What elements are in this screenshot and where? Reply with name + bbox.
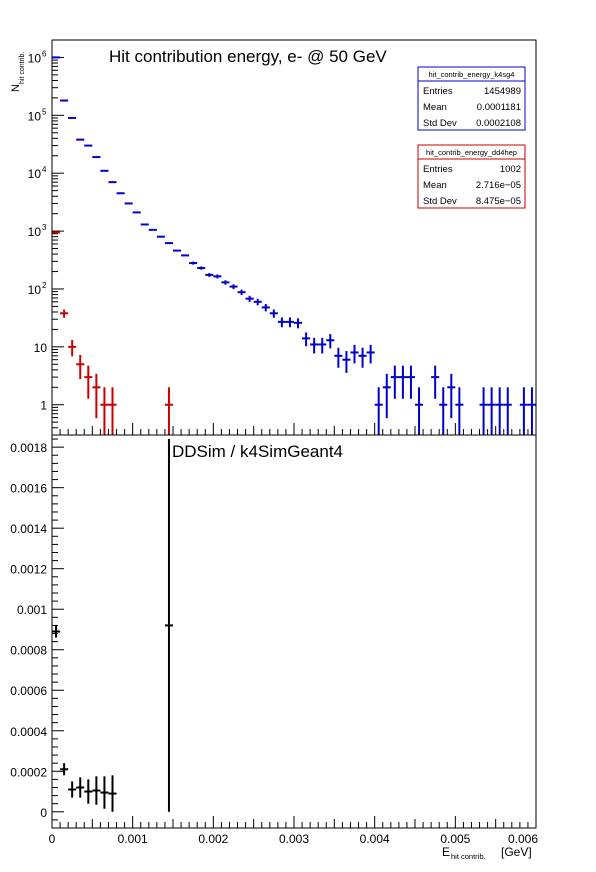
bottom-x-tick-label: 0 [49, 832, 56, 846]
bottom-title: DDSim / k4SimGeant4 [172, 442, 343, 461]
top-y-tick-label: 10 [28, 283, 42, 297]
stats-box-k4sg4-stddev-value: 0.0002108 [476, 118, 521, 129]
stats-box-k4sg4-mean-value: 0.0001181 [477, 102, 521, 113]
stats-box-dd4hep-stddev-value: 8.475e−05 [476, 196, 521, 207]
stats-box-dd4hep-entries-value: 1002 [500, 164, 521, 175]
stats-box-k4sg4-border [417, 66, 526, 131]
bottom-x-tick-label: 0.003 [279, 832, 309, 846]
stats-box-dd4hep-mean-label: Mean [423, 180, 447, 191]
bottom-frame [51, 434, 537, 829]
top-y-tick-exponent: 4 [42, 165, 47, 174]
top-y-tick-exponent: 2 [42, 281, 47, 290]
bottom-x-axis-label-unit: [GeV] [501, 845, 532, 859]
bottom-x-tick-labels: 0 0.001 0.002 0.003 0.004 0.005 0.006 [49, 832, 539, 846]
bottom-y-tick-label: 0.0008 [10, 644, 47, 658]
top-y-axis-label: N hit contrib. [10, 52, 26, 92]
series-hit_contrib_energy_dd4hep [52, 231, 173, 435]
stats-box-dd4hep-mean-value: 2.716e−05 [476, 180, 521, 191]
series-ratio [52, 439, 173, 812]
stats-box-dd4hep-title: hit_contrib_energy_dd4hep [426, 148, 517, 157]
bottom-y-tick-label: 0.0006 [10, 684, 47, 698]
bottom-y-tick-labels: 0 0.0002 0.0004 0.0006 0.0008 0.001 0.0012 0.00… [10, 441, 47, 820]
top-y-tick-exponent: 3 [42, 223, 47, 232]
bottom-x-tick-label: 0.004 [360, 832, 390, 846]
stats-box-k4sg4-stddev-label: Std Dev [423, 118, 457, 129]
top-y-tick-label: 10 [28, 225, 42, 239]
bottom-x-tick-label: 0.002 [198, 832, 228, 846]
bottom-x-axis-label-main: E [442, 845, 450, 859]
stats-box-k4sg4-mean-label: Mean [423, 102, 447, 113]
bottom-y-tick-label: 0.0002 [10, 765, 47, 779]
top-y-tick-label: 10 [34, 341, 48, 355]
bottom-x-tick-label: 0.006 [508, 832, 538, 846]
series-hit_contrib_energy_k4sg4 [52, 56, 536, 435]
bottom-x-tick-label: 0.001 [118, 832, 148, 846]
top-histogram-series [52, 56, 536, 435]
stats-box-dd4hep: hit_contrib_energy_dd4hep Entries 1002 M… [417, 144, 526, 209]
top-y-tick-label: 10 [28, 167, 42, 181]
top-y-tick-exponent: 5 [42, 107, 47, 116]
top-title: Hit contribution energy, e- @ 50 GeV [109, 47, 387, 66]
bottom-x-axis-label-sub: hit contrib. [451, 852, 486, 861]
bottom-ratio-series [52, 439, 173, 812]
bottom-y-tick-label: 0 [40, 806, 47, 820]
bottom-axis-ticks [51, 438, 537, 829]
top-y-tick-exponent: 6 [42, 49, 47, 58]
bottom-x-tick-label: 0.005 [440, 832, 470, 846]
bottom-y-tick-label: 0.001 [17, 603, 47, 617]
top-y-axis-label-sub: hit contrib. [19, 52, 26, 84]
top-y-axis-label-main: N [10, 84, 22, 92]
stats-box-dd4hep-border [417, 144, 526, 209]
stats-box-dd4hep-stddev-label: Std Dev [423, 196, 457, 207]
bottom-y-tick-label: 0.0004 [10, 725, 47, 739]
stats-box-k4sg4-title: hit_contrib_energy_k4sg4 [429, 70, 515, 79]
bottom-y-tick-label: 0.0014 [10, 522, 47, 536]
bottom-x-axis-label: E hit contrib. [GeV] [442, 845, 532, 861]
top-y-tick-label: 1 [40, 399, 47, 413]
stats-box-k4sg4-entries-value: 1454989 [484, 86, 521, 97]
stats-box-k4sg4: hit_contrib_energy_k4sg4 Entries 1454989… [417, 66, 526, 131]
stats-box-k4sg4-entries-label: Entries [423, 86, 453, 97]
bottom-ratio-pad: 0 0.0002 0.0004 0.0006 0.0008 0.001 0.0012 0.00… [10, 434, 539, 861]
stats-box-dd4hep-entries-label: Entries [423, 164, 453, 175]
bottom-y-tick-label: 0.0018 [10, 441, 47, 455]
bottom-y-tick-label: 0.0016 [10, 482, 47, 496]
top-y-tick-label: 10 [28, 109, 42, 123]
top-y-tick-label: 10 [28, 51, 42, 65]
bottom-y-tick-label: 0.0012 [10, 563, 47, 577]
